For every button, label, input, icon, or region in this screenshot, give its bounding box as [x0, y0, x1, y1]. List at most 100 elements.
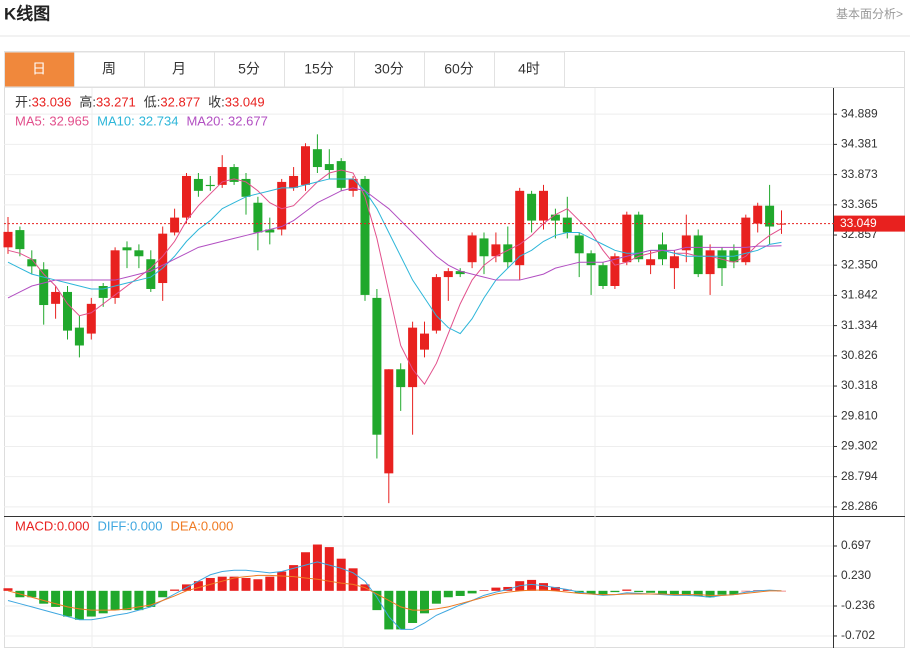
info-value: 32.965 [49, 113, 89, 128]
macd-bar [253, 579, 263, 591]
info-label: DEA: [170, 518, 200, 533]
y-tick-label: 31.334 [841, 318, 878, 332]
candle-body [598, 265, 608, 287]
candle-body [539, 190, 548, 221]
y-tick-label: 0.230 [841, 568, 871, 582]
macd-bar [384, 590, 394, 630]
candle-body [51, 291, 61, 304]
macd-bar [324, 547, 334, 591]
candle-body [98, 286, 108, 298]
macd-bar [610, 590, 620, 593]
macd-bar [27, 590, 37, 598]
macd-bar [158, 590, 168, 598]
y-tick-label: 31.842 [841, 288, 878, 302]
macd-bar [491, 587, 501, 591]
candle-body [515, 190, 525, 266]
y-tick-label: 33.873 [841, 167, 878, 181]
tab[interactable] [214, 51, 285, 88]
candle-body [467, 235, 477, 263]
candle-body [193, 178, 203, 191]
macd-bar [729, 590, 739, 595]
y-tick-label: 29.810 [841, 408, 878, 422]
price-tag-label: 33.049 [840, 216, 877, 230]
candle-body [431, 277, 441, 331]
tab[interactable] [494, 51, 565, 88]
candle-body [3, 231, 13, 248]
price-tag [834, 215, 905, 232]
macd-bar [479, 590, 489, 591]
candle-body [110, 250, 120, 298]
info-value: 0.000 [130, 518, 163, 533]
macd-bar [372, 590, 382, 611]
widget-title: K线图 [4, 3, 50, 23]
tab[interactable] [144, 51, 215, 88]
macd-bar [431, 590, 441, 604]
y-tick-label: 30.826 [841, 348, 878, 362]
macd-bar [277, 571, 287, 591]
tab-label[interactable]: 月 [172, 61, 186, 77]
macd-bar [443, 590, 453, 598]
tab-active[interactable] [4, 51, 75, 88]
macd-bar [741, 590, 751, 592]
y-tick-label: -0.236 [841, 598, 875, 612]
macd-bar [86, 590, 96, 617]
candle-body [586, 253, 596, 266]
candle-body [610, 256, 620, 287]
candle-body [693, 235, 703, 275]
y-tick-label: 34.889 [841, 106, 878, 120]
info-value: 0.000 [57, 518, 90, 533]
candle-body [289, 175, 299, 188]
fundamental-link[interactable]: 基本面分析> [836, 7, 903, 21]
macd-bar [241, 577, 251, 591]
tab-label[interactable]: 周 [102, 61, 116, 77]
macd-bar [646, 590, 656, 593]
tab-label[interactable]: 日 [32, 61, 46, 77]
candle-body [443, 271, 453, 278]
y-tick-label: 29.302 [841, 439, 878, 453]
candle-body [384, 369, 394, 474]
candle-body [324, 164, 334, 171]
candle-body [646, 259, 656, 266]
chart-frame [4, 51, 905, 648]
macd-bar [562, 589, 572, 591]
macd-bar [229, 576, 239, 591]
macd-bar [134, 590, 144, 611]
candle-body [396, 369, 406, 388]
candle-body [158, 233, 168, 284]
tab-label[interactable]: 60分 [444, 61, 474, 77]
macd-bar [503, 586, 513, 591]
candle-body [420, 333, 429, 350]
candle-body [455, 271, 465, 275]
macd-bar [348, 568, 358, 591]
macd-bar [74, 590, 84, 620]
macd-bar [146, 590, 156, 607]
macd-bar [658, 590, 667, 595]
macd-bar [693, 590, 703, 596]
info-value: 32.877 [160, 94, 200, 109]
tab[interactable] [354, 51, 425, 88]
tab-label[interactable]: 15分 [304, 61, 334, 77]
candle-body [741, 217, 751, 263]
tab-label[interactable]: 5分 [238, 61, 260, 77]
candle-body [265, 229, 275, 233]
candle-body [574, 235, 584, 254]
tab-label[interactable]: 30分 [374, 61, 404, 77]
info-label: MA5: [15, 113, 45, 128]
y-tick-label: 28.286 [841, 499, 878, 513]
macd-bar [598, 590, 608, 595]
tab[interactable] [74, 51, 145, 88]
candle-body [491, 244, 501, 257]
macd-bar [301, 552, 310, 591]
y-tick-label: 0.697 [841, 538, 871, 552]
macd-bar [51, 590, 61, 607]
macd-bar [586, 590, 596, 595]
macd-bar [170, 589, 180, 591]
macd-bar [39, 590, 49, 604]
macd-bar [289, 565, 299, 591]
candle-body [622, 214, 632, 263]
tab-label[interactable]: 4时 [518, 61, 540, 77]
info-value: 33.036 [32, 94, 72, 109]
candle-body [253, 202, 263, 233]
